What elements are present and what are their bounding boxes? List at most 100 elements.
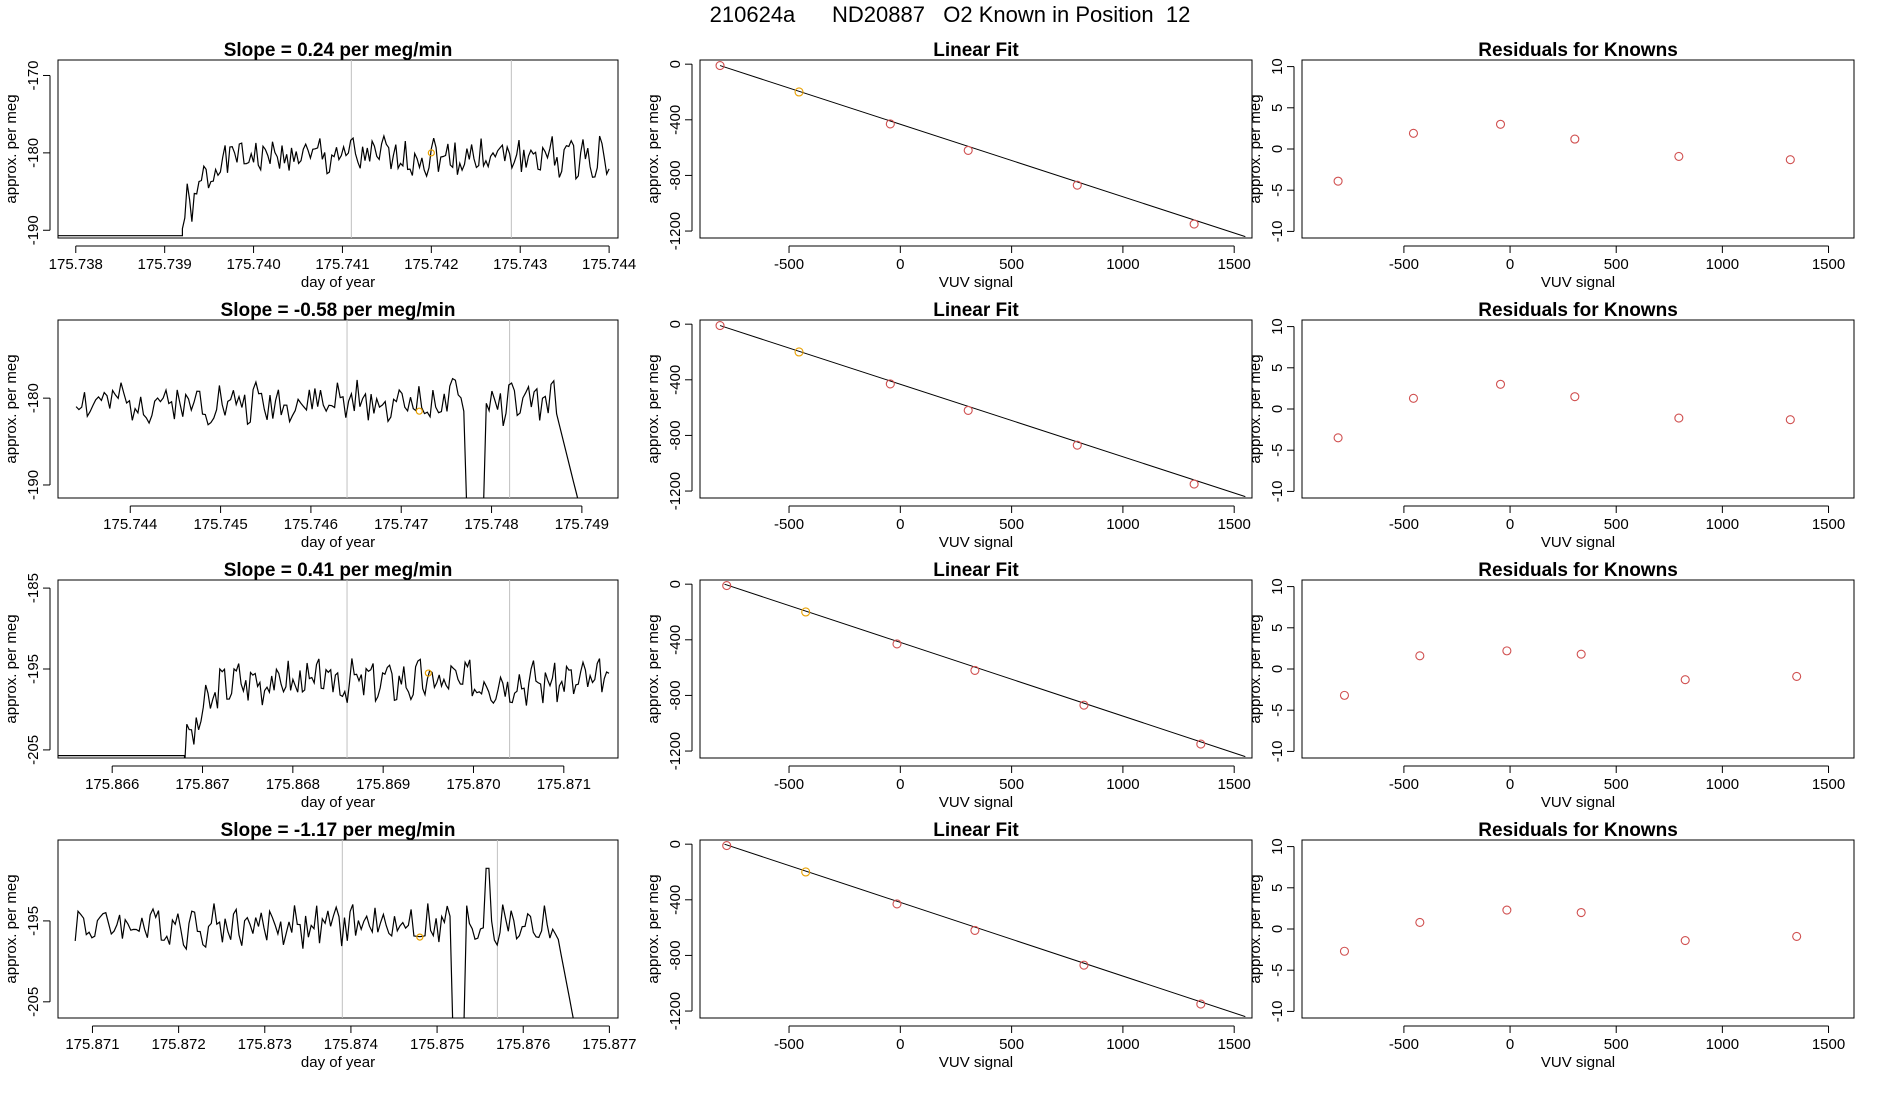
y-tick-label: -195 (25, 906, 42, 936)
x-axis-label: VUV signal (1541, 534, 1615, 551)
x-tick-label: 175.876 (496, 1036, 550, 1053)
plot-area (715, 321, 1246, 498)
data-point (970, 665, 980, 675)
x-tick-label: 0 (1506, 516, 1514, 533)
data-point (1576, 907, 1586, 918)
data-point (715, 61, 725, 71)
plot-area (722, 581, 1246, 758)
data-point (1674, 413, 1684, 423)
y-tick-label: -1200 (667, 732, 684, 770)
x-axis-label: day of year (301, 1054, 375, 1071)
x-tick-label: 175.744 (103, 516, 157, 533)
run-id: 210624a (709, 2, 796, 27)
y-axis-label: approx. per meg (1247, 354, 1264, 463)
x-axis-label: VUV signal (939, 274, 1013, 291)
y-tick-label: -400 (667, 365, 684, 395)
y-tick-label: 5 (1269, 364, 1286, 372)
y-tick-label: -10 (1269, 481, 1286, 503)
panel-2-0: Slope = 0.41 per meg/min 175.866 175.867 17… (3, 560, 619, 811)
x-axis-label: VUV signal (939, 794, 1013, 811)
position-number: 12 (1165, 2, 1191, 27)
plot-frame (1301, 839, 1855, 1019)
plot-area (1339, 905, 1802, 956)
y-tick-label: -190 (25, 470, 42, 500)
panel-title: Linear Fit (933, 40, 1019, 61)
x-tick-label: 1000 (1106, 1036, 1139, 1053)
x-tick-label: 500 (999, 256, 1024, 273)
x-tick-label: 1000 (1706, 1036, 1739, 1053)
data-point (1785, 155, 1795, 165)
x-tick-label: 175.869 (356, 776, 410, 793)
plot-frame (699, 579, 1253, 759)
data-point (885, 379, 895, 389)
y-tick-label: -195 (25, 654, 42, 684)
plot-frame (1301, 59, 1855, 239)
x-tick-label: 175.873 (238, 1036, 292, 1053)
y-tick-label: -400 (667, 625, 684, 655)
y-axis-label: approx. per meg (3, 94, 20, 203)
x-tick-label: 1500 (1812, 1036, 1845, 1053)
x-tick-label: 1000 (1706, 776, 1739, 793)
plot-frame (699, 59, 1253, 239)
y-tick-label: -5 (1269, 704, 1286, 717)
x-tick-label: 175.866 (85, 776, 139, 793)
data-point (1674, 151, 1684, 161)
y-tick-label: -1200 (667, 472, 684, 510)
panel-1-0: Slope = -0.58 per meg/min 175.744 175.745 1… (3, 300, 619, 551)
data-point (794, 87, 804, 97)
x-axis-label: VUV signal (939, 534, 1013, 551)
data-point (1333, 433, 1343, 443)
series-line (74, 867, 574, 1018)
y-axis-label: approx. per meg (1247, 874, 1264, 983)
y-tick-label: -5 (1269, 184, 1286, 197)
x-tick-label: 0 (896, 776, 904, 793)
panel-1-1: Linear Fit -500 0 500 1000 1500 VUV signal 0 -40… (645, 300, 1253, 551)
data-point (963, 145, 973, 155)
panel-title: Slope = 0.41 per meg/min (224, 560, 453, 581)
data-point (722, 581, 732, 591)
data-point (1079, 960, 1089, 970)
y-tick-label: -180 (25, 138, 42, 168)
y-tick-label: 0 (1269, 405, 1286, 413)
plot-frame (1301, 319, 1855, 499)
y-tick-label: -400 (667, 105, 684, 135)
y-tick-label: 0 (1269, 925, 1286, 933)
data-point (1079, 700, 1089, 710)
y-axis-label: approx. per meg (1247, 94, 1264, 203)
x-tick-label: 1500 (1218, 256, 1251, 273)
x-tick-label: 1000 (1706, 256, 1739, 273)
data-point (1189, 479, 1199, 489)
panel-title: Residuals for Knowns (1478, 40, 1678, 61)
data-point (1072, 440, 1082, 450)
data-point (1495, 119, 1506, 129)
data-point (1570, 392, 1580, 402)
data-point (1408, 393, 1419, 403)
y-tick-label: 0 (667, 580, 684, 588)
panel-title: Residuals for Knowns (1478, 820, 1678, 841)
y-tick-label: 0 (667, 840, 684, 848)
data-point (970, 925, 980, 935)
series-line (58, 133, 610, 237)
data-point (1680, 675, 1690, 685)
x-tick-label: 1000 (1106, 776, 1139, 793)
x-tick-label: -500 (774, 776, 804, 793)
data-point (801, 867, 811, 877)
x-tick-label: 0 (896, 1036, 904, 1053)
x-tick-label: 0 (896, 256, 904, 273)
plot-area (715, 61, 1246, 238)
y-tick-label: -185 (25, 573, 42, 603)
figure-title: 210624a ND20887 O2 Known in Position 12 (0, 2, 1900, 32)
x-tick-label: 1000 (1106, 516, 1139, 533)
x-tick-label: 1500 (1218, 1036, 1251, 1053)
x-tick-label: -500 (1389, 256, 1419, 273)
figure-subtitle: O2 Known in Position (943, 2, 1154, 27)
x-tick-label: 175.871 (65, 1036, 119, 1053)
panel-0-0: Slope = 0.24 per meg/min 175.738 175.739 17… (3, 40, 636, 291)
y-tick-label: 10 (1269, 838, 1286, 855)
x-tick-label: 1500 (1812, 256, 1845, 273)
fit-line (724, 843, 1246, 1018)
data-point (1785, 415, 1795, 425)
x-tick-label: 175.740 (226, 256, 280, 273)
y-tick-label: -800 (667, 420, 684, 450)
